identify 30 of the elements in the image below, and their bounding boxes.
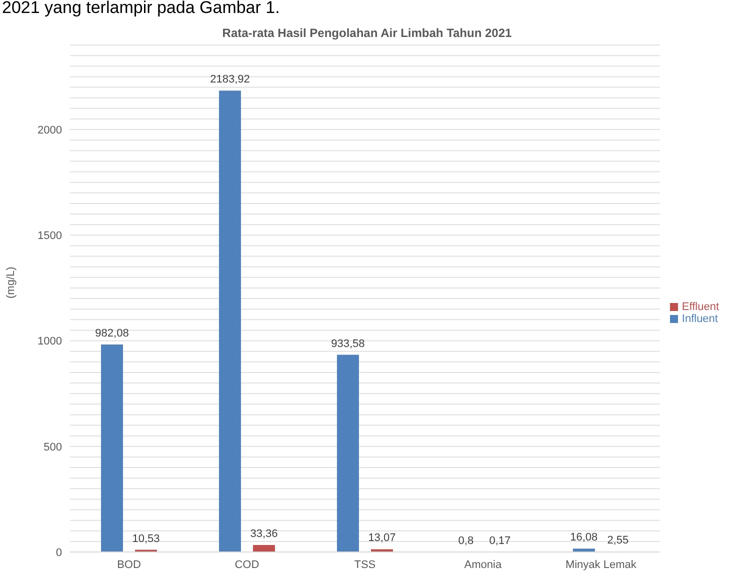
legend-label: Influent <box>682 312 718 324</box>
data-label: 33,36 <box>250 528 278 540</box>
data-label: 16,08 <box>570 532 598 544</box>
data-label: 0,17 <box>489 534 511 547</box>
y-tick-label: 2000 <box>38 124 62 136</box>
bar <box>370 549 393 552</box>
data-label: 0,8 <box>458 534 474 547</box>
bar <box>336 354 359 552</box>
y-tick-label: 0 <box>56 546 62 559</box>
x-tick-label: Amonia <box>464 558 502 571</box>
y-tick-label: 500 <box>44 441 62 454</box>
x-tick-label: BOD <box>117 558 141 571</box>
x-tick-label: Minyak Lemak <box>565 558 637 571</box>
bar <box>218 90 241 552</box>
x-tick-label: COD <box>234 558 260 571</box>
data-label: 13,07 <box>368 532 396 544</box>
bar <box>101 344 123 552</box>
data-label: 2183,92 <box>210 74 250 86</box>
text: 2021 yang terlampir pada Gambar 1. <box>2 0 280 18</box>
data-label: 982,08 <box>95 328 129 340</box>
y-axis-title: (mg/L) <box>4 266 17 298</box>
chart-title: Rata-rata Hasil Pengolahan Air Limbah Tahun 2021 <box>221 26 513 40</box>
data-label: 933,58 <box>331 338 365 350</box>
y-tick-label: 1000 <box>38 336 62 348</box>
x-tick-label: TSS <box>354 558 376 571</box>
legend-label: Effluent <box>682 300 719 312</box>
y-tick-label: 1500 <box>38 230 62 242</box>
data-label: 2,55 <box>607 534 629 546</box>
bar <box>252 544 275 552</box>
data-label: 10,53 <box>132 532 160 545</box>
